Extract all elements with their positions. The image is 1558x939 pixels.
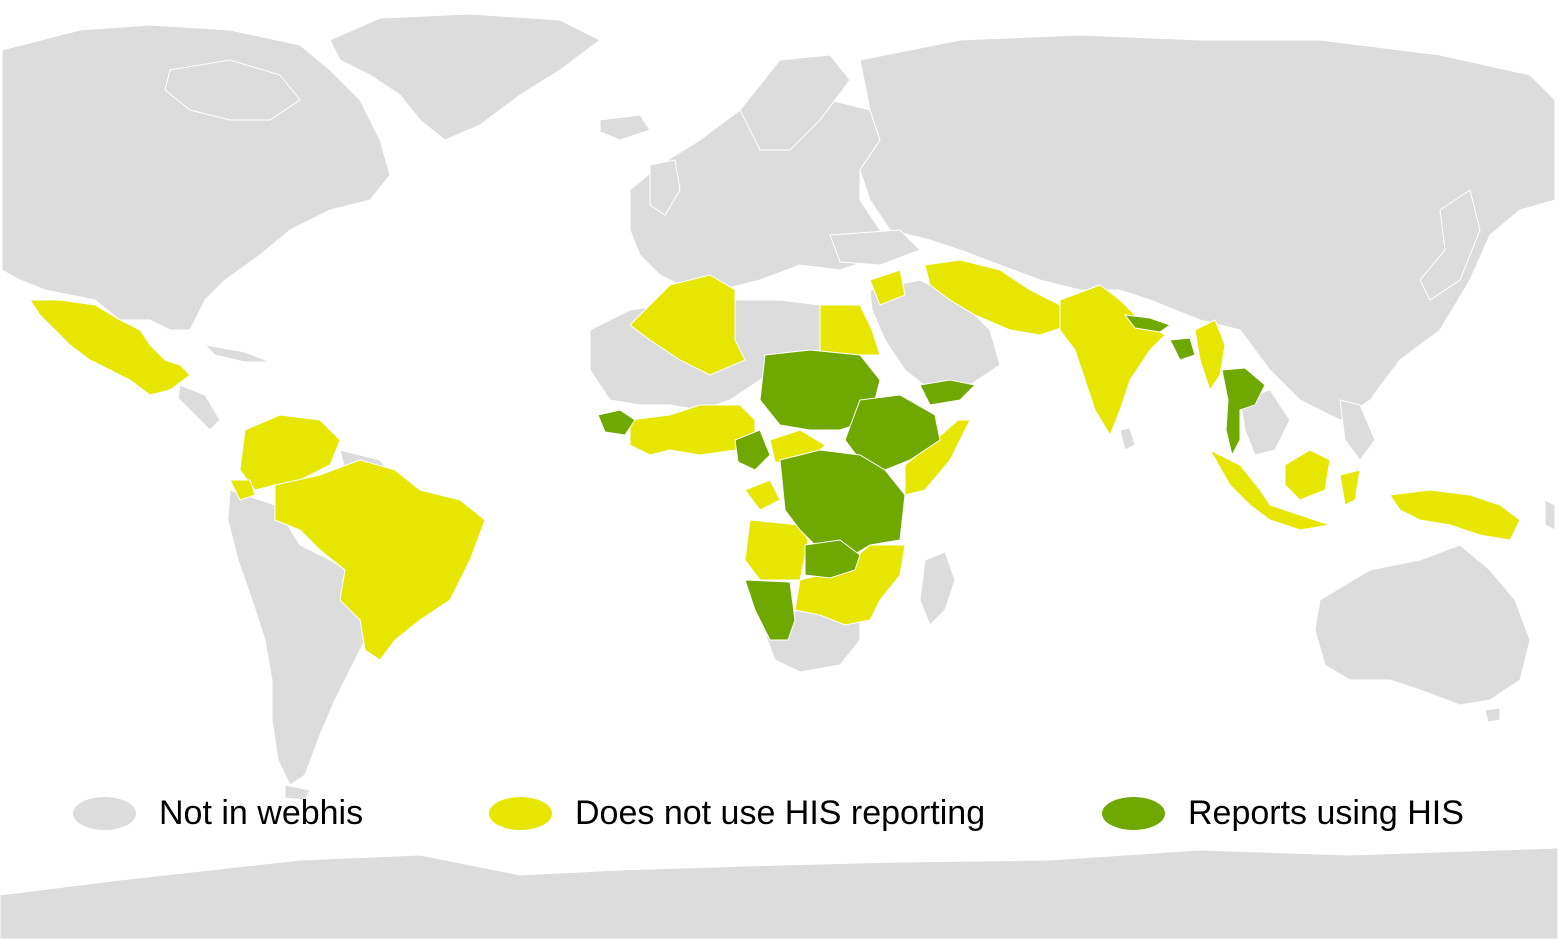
sulawesi bbox=[1339, 469, 1361, 506]
syria-jordan bbox=[869, 269, 906, 306]
zambia-green bbox=[804, 539, 861, 579]
sri-lanka bbox=[1119, 427, 1136, 451]
new-zealand bbox=[1544, 499, 1556, 531]
does-not-use-his-regions bbox=[29, 259, 1521, 661]
not-in-webhis-regions bbox=[0, 13, 1558, 939]
legend-item-not-in-webhis: Not in webhis bbox=[73, 780, 363, 846]
myanmar bbox=[1194, 319, 1226, 392]
uk bbox=[649, 159, 681, 216]
legend-label-does-not-use-his: Does not use HIS reporting bbox=[575, 794, 986, 832]
bangladesh bbox=[1169, 337, 1196, 361]
scandinavia bbox=[739, 54, 851, 151]
angola bbox=[744, 519, 809, 581]
legend-swatch-not-in-webhis bbox=[73, 796, 136, 830]
egypt bbox=[819, 304, 881, 356]
australia bbox=[1314, 544, 1531, 706]
ecuador bbox=[229, 479, 256, 501]
gabon-congo bbox=[744, 479, 781, 511]
borneo-sulawesi bbox=[1284, 449, 1331, 501]
guinea bbox=[597, 409, 636, 436]
legend-swatch-does-not-use-his bbox=[489, 796, 552, 830]
legend-label-reports-using-his: Reports using HIS bbox=[1188, 794, 1464, 832]
legend-swatch-reports-using-his bbox=[1102, 796, 1165, 830]
japan bbox=[1419, 189, 1481, 301]
papua bbox=[1389, 489, 1521, 541]
cameroon bbox=[734, 429, 771, 471]
algeria bbox=[629, 274, 746, 376]
cuba bbox=[203, 344, 271, 363]
iceland bbox=[599, 114, 651, 141]
yemen bbox=[919, 379, 977, 406]
turkey bbox=[829, 229, 921, 266]
drc-tanzania bbox=[779, 449, 906, 561]
central-america-grey bbox=[177, 384, 221, 431]
south-america-grey bbox=[227, 489, 371, 786]
legend-item-reports-using-his: Reports using HIS bbox=[1102, 780, 1464, 846]
ethiopia-kenya bbox=[844, 394, 941, 471]
reports-using-his-regions bbox=[597, 314, 1266, 641]
greenland bbox=[329, 13, 601, 141]
philippines bbox=[1339, 399, 1376, 461]
sumatra-java bbox=[1208, 448, 1331, 531]
iran-pakistan bbox=[924, 259, 1071, 336]
nepal bbox=[1123, 314, 1172, 333]
mexico bbox=[29, 299, 191, 396]
legend-label-not-in-webhis: Not in webhis bbox=[159, 794, 364, 832]
india bbox=[1059, 284, 1166, 437]
thailand bbox=[1221, 367, 1266, 457]
madagascar bbox=[919, 551, 956, 626]
legend-item-does-not-use-his: Does not use HIS reporting bbox=[489, 780, 985, 846]
brazil bbox=[274, 459, 486, 661]
antarctica bbox=[0, 847, 1558, 939]
zambia-zimbabwe-moz bbox=[794, 544, 906, 626]
namibia bbox=[744, 579, 796, 641]
legend: Not in webhis Does not use HIS reporting… bbox=[0, 780, 1558, 850]
tierra-del-fuego bbox=[284, 784, 311, 801]
tasmania bbox=[1484, 707, 1501, 723]
arctic-islands bbox=[164, 59, 301, 121]
